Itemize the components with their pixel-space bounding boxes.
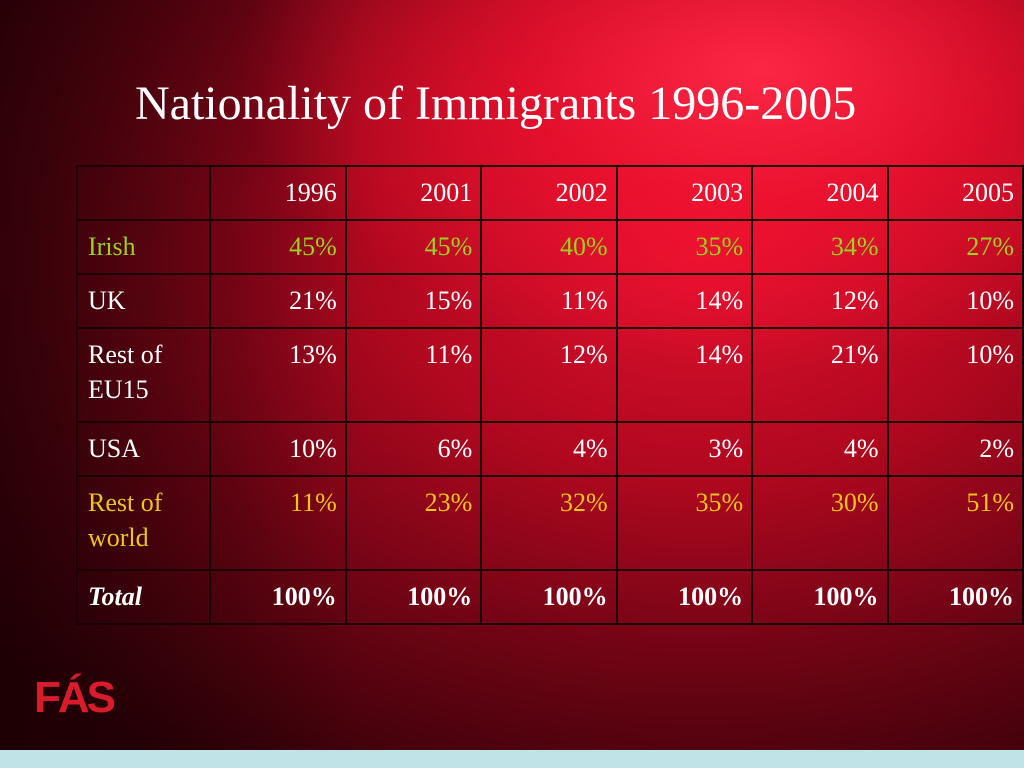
- table-cell: 10%: [886, 327, 1024, 423]
- table-cell: 21%: [751, 327, 889, 423]
- bottom-strip: [0, 750, 1024, 768]
- row-label: Rest of EU15: [75, 327, 212, 423]
- table-cell: 32%: [480, 475, 618, 571]
- table-row-rest-of-world: Rest of world 11% 23% 32% 35% 30% 51%: [75, 475, 1024, 571]
- table-cell: 40%: [480, 219, 618, 275]
- table-cell: 11%: [344, 327, 483, 423]
- table-cell: 100%: [751, 569, 889, 625]
- table-row-uk: UK 21% 15% 11% 14% 12% 10%: [75, 273, 1024, 329]
- row-label: Irish: [75, 219, 212, 275]
- table-header-row: 1996 2001 2002 2003 2004 2005: [75, 165, 1024, 221]
- table-cell: 100%: [615, 569, 754, 625]
- table-cell: 35%: [615, 219, 754, 275]
- table-cell: 34%: [751, 219, 889, 275]
- table-row-total: Total 100% 100% 100% 100% 100% 100%: [75, 569, 1024, 625]
- table-row-rest-of-eu15: Rest of EU15 13% 11% 12% 14% 21% 10%: [75, 327, 1024, 423]
- header-year-cell: 2003: [615, 165, 754, 221]
- table-cell: 100%: [886, 569, 1024, 625]
- table-cell: 13%: [209, 327, 347, 423]
- row-label: Total: [75, 569, 212, 625]
- slide-title: Nationality of Immigrants 1996-2005: [135, 77, 857, 130]
- table-cell: 21%: [209, 273, 347, 329]
- row-label: UK: [75, 273, 212, 329]
- table-cell: 2%: [886, 421, 1024, 477]
- table-row-usa: USA 10% 6% 4% 3% 4% 2%: [75, 421, 1024, 477]
- table-cell: 27%: [886, 219, 1024, 275]
- table-cell: 3%: [615, 421, 754, 477]
- fas-logo: FÁS: [34, 672, 118, 718]
- row-label: USA: [75, 421, 212, 477]
- fas-logo-text: FÁS: [34, 672, 115, 718]
- table-cell: 35%: [615, 475, 754, 571]
- table-cell: 14%: [615, 273, 754, 329]
- table-row-irish: Irish 45% 45% 40% 35% 34% 27%: [75, 219, 1024, 275]
- table-cell: 4%: [480, 421, 618, 477]
- table-cell: 100%: [344, 569, 483, 625]
- table-cell: 100%: [480, 569, 618, 625]
- table-cell: 15%: [344, 273, 483, 329]
- table-cell: 45%: [209, 219, 347, 275]
- table-cell: 51%: [886, 475, 1024, 571]
- table-cell: 6%: [344, 421, 483, 477]
- header-corner-cell: [75, 165, 212, 221]
- table-cell: 4%: [751, 421, 889, 477]
- header-year-cell: 2001: [344, 165, 483, 221]
- row-label: Rest of world: [75, 475, 212, 571]
- header-year-cell: 2004: [751, 165, 889, 221]
- table-cell: 11%: [480, 273, 618, 329]
- table-cell: 10%: [209, 421, 347, 477]
- table-cell: 10%: [886, 273, 1024, 329]
- table-cell: 12%: [751, 273, 889, 329]
- table-cell: 100%: [209, 569, 347, 625]
- header-year-cell: 2005: [886, 165, 1024, 221]
- immigrants-table: 1996 2001 2002 2003 2004 2005 Irish 45% …: [75, 165, 1024, 625]
- table-cell: 23%: [344, 475, 483, 571]
- table-cell: 11%: [209, 475, 347, 571]
- table-cell: 12%: [480, 327, 618, 423]
- header-year-cell: 1996: [209, 165, 347, 221]
- header-year-cell: 2002: [480, 165, 618, 221]
- table-cell: 30%: [751, 475, 889, 571]
- table-cell: 45%: [344, 219, 483, 275]
- table-cell: 14%: [615, 327, 754, 423]
